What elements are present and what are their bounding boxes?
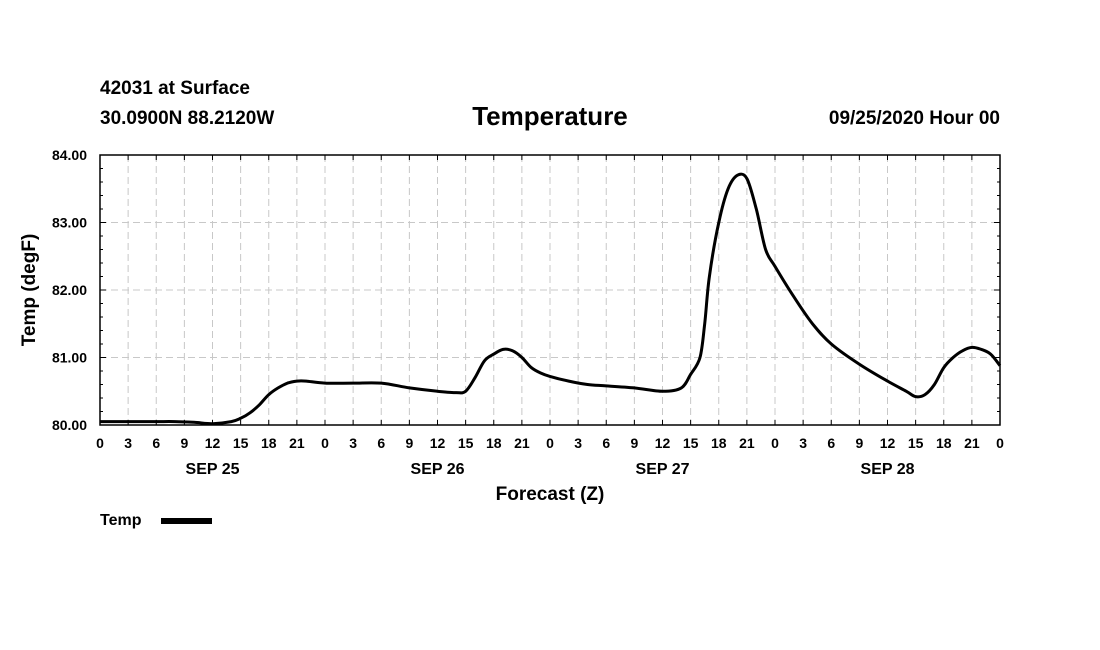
date-label: SEP 26 <box>411 461 465 478</box>
x-tick-label: 9 <box>855 435 863 451</box>
x-tick-label: 6 <box>827 435 835 451</box>
y-tick-label: 80.00 <box>52 417 87 433</box>
series-line-temp <box>100 172 1002 426</box>
x-tick-label: 0 <box>321 435 329 451</box>
x-tick-label: 3 <box>124 435 132 451</box>
x-tick-label: 18 <box>261 435 277 451</box>
x-tick-label: 9 <box>405 435 413 451</box>
x-tick-label: 15 <box>908 435 924 451</box>
x-tick-label: 9 <box>180 435 188 451</box>
x-tick-label: 12 <box>655 435 671 451</box>
y-tick-label: 81.00 <box>52 350 87 366</box>
x-tick-label: 3 <box>574 435 582 451</box>
x-tick-label: 15 <box>683 435 699 451</box>
chart-title: Temperature <box>472 101 628 131</box>
x-tick-label: 21 <box>964 435 980 451</box>
y-tick-label: 84.00 <box>52 147 87 163</box>
legend: Temp <box>100 512 212 529</box>
x-tick-label: 18 <box>486 435 502 451</box>
x-tick-label: 18 <box>936 435 952 451</box>
x-tick-label: 6 <box>602 435 610 451</box>
x-tick-label: 12 <box>430 435 446 451</box>
plot-frame <box>99 154 1001 426</box>
x-tick-label: 3 <box>799 435 807 451</box>
x-tick-label: 9 <box>630 435 638 451</box>
y-tick-label: 82.00 <box>52 282 87 298</box>
x-axis-label: Forecast (Z) <box>496 484 605 505</box>
x-axis-ticks: 0 3 6 9 12 15 18 21 0 3 6 9 12 15 18 21 0 3 6 9 12 15 18 21 0 3 6 9… <box>96 155 1004 451</box>
x-tick-label: 0 <box>546 435 554 451</box>
x-tick-label: 18 <box>711 435 727 451</box>
date-label: SEP 27 <box>636 461 690 478</box>
x-tick-label: 0 <box>771 435 779 451</box>
date-label: SEP 25 <box>186 461 240 478</box>
x-tick-label: 0 <box>996 435 1004 451</box>
x-tick-label: 21 <box>514 435 530 451</box>
x-tick-label: 15 <box>458 435 474 451</box>
y-tick-label: 83.00 <box>52 215 87 231</box>
run-time-label: 09/25/2020 Hour 00 <box>829 108 1000 129</box>
x-tick-label: 6 <box>152 435 160 451</box>
date-labels: SEP 25 SEP 26 SEP 27 SEP 28 <box>186 461 915 478</box>
station-label: 42031 at Surface <box>100 78 250 99</box>
grid <box>100 155 1000 425</box>
y-axis-ticks: 80.00 81.00 82.00 83.00 84.00 <box>52 147 1000 433</box>
date-label: SEP 28 <box>861 461 915 478</box>
x-tick-label: 21 <box>289 435 305 451</box>
x-tick-label: 6 <box>377 435 385 451</box>
x-tick-label: 0 <box>96 435 104 451</box>
x-tick-label: 12 <box>205 435 221 451</box>
x-tick-label: 21 <box>739 435 755 451</box>
x-tick-label: 15 <box>233 435 249 451</box>
x-tick-label: 12 <box>880 435 896 451</box>
series-group <box>100 172 1002 426</box>
legend-label: Temp <box>100 512 142 529</box>
y-axis-label: Temp (degF) <box>19 234 40 347</box>
x-tick-label: 3 <box>349 435 357 451</box>
location-label: 30.0900N 88.2120W <box>100 108 274 129</box>
